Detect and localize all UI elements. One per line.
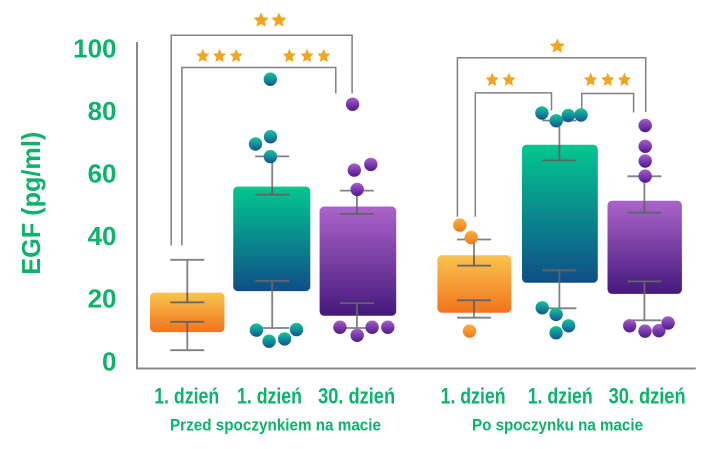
- svg-text:100: 100: [73, 33, 116, 63]
- svg-text:Po spoczynku na macie: Po spoczynku na macie: [472, 417, 643, 435]
- svg-text:1. dzień: 1. dzień: [441, 383, 506, 408]
- svg-text:30. dzień: 30. dzień: [609, 383, 686, 408]
- svg-text:20: 20: [88, 284, 117, 314]
- svg-text:1. dzień: 1. dzień: [154, 383, 219, 408]
- svg-text:1. dzień: 1. dzień: [237, 383, 302, 408]
- svg-text:Przed spoczynkiem na macie: Przed spoczynkiem na macie: [170, 417, 381, 435]
- svg-text:30. dzień: 30. dzień: [318, 383, 395, 408]
- svg-text:EGF (pg/ml): EGF (pg/ml): [16, 132, 46, 275]
- svg-text:0: 0: [102, 346, 116, 376]
- svg-text:80: 80: [88, 96, 117, 126]
- svg-text:40: 40: [88, 221, 117, 251]
- svg-text:1. dzień: 1. dzień: [528, 383, 593, 408]
- svg-text:60: 60: [88, 159, 117, 189]
